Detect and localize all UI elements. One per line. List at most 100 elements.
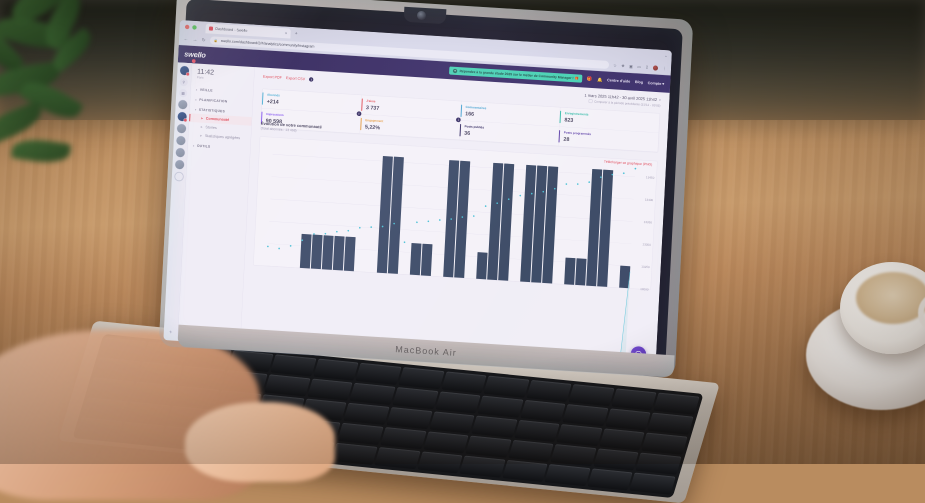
- keyboard-key[interactable]: [270, 354, 317, 377]
- keyboard-key[interactable]: [428, 411, 475, 434]
- date-range-picker[interactable]: 1 mars 2025 11h42 - 30 avril 2025 11h42 …: [584, 93, 661, 107]
- chart-data-point[interactable]: [381, 225, 384, 228]
- keyboard-key[interactable]: [647, 412, 694, 435]
- checkbox-icon[interactable]: [588, 99, 593, 104]
- chart-data-point[interactable]: [347, 229, 350, 232]
- keyboard-key[interactable]: [629, 472, 676, 495]
- keyboard-key[interactable]: [593, 448, 640, 471]
- keyboard-key[interactable]: [392, 387, 439, 410]
- grid-icon[interactable]: ▦: [179, 88, 188, 98]
- keyboard-key[interactable]: [641, 432, 688, 455]
- chart-data-point[interactable]: [611, 173, 614, 176]
- download-icon[interactable]: ↧: [645, 64, 649, 70]
- keyboard-key[interactable]: [556, 424, 603, 447]
- keyboard-key[interactable]: [416, 451, 463, 474]
- chart-data-point[interactable]: [461, 216, 464, 218]
- keyboard-key[interactable]: [526, 379, 572, 402]
- keyboard-key[interactable]: [471, 415, 518, 438]
- avatar[interactable]: [176, 135, 186, 146]
- keyboard-key[interactable]: [520, 399, 566, 422]
- avatar[interactable]: [176, 123, 187, 134]
- keyboard-key[interactable]: [483, 375, 530, 398]
- community-evolution-chart[interactable]: Évolution de votre communauté (Total abon…: [240, 121, 654, 371]
- profile-avatar-icon[interactable]: [652, 65, 659, 71]
- close-tab-icon[interactable]: ×: [284, 30, 288, 36]
- keyboard-key[interactable]: [502, 459, 548, 482]
- keyboard-key[interactable]: [337, 422, 384, 445]
- new-tab-button[interactable]: +: [294, 30, 298, 37]
- close-window-button[interactable]: [184, 24, 190, 30]
- avatar[interactable]: [175, 147, 185, 158]
- chart-data-point[interactable]: [393, 222, 395, 225]
- keyboard-key[interactable]: [422, 431, 469, 454]
- bell-icon[interactable]: 🔔: [596, 76, 603, 83]
- keyboard-key[interactable]: [587, 468, 634, 491]
- add-account-button[interactable]: +: [169, 329, 173, 336]
- chart-data-point[interactable]: [576, 183, 579, 185]
- keyboard-key[interactable]: [440, 371, 487, 394]
- keyboard-key[interactable]: [343, 402, 390, 425]
- chart-data-point[interactable]: [427, 220, 430, 223]
- info-icon[interactable]: i: [308, 77, 314, 82]
- browser-menu-icon[interactable]: ⋮: [662, 65, 667, 71]
- chart-data-point[interactable]: [335, 230, 338, 233]
- chart-data-point[interactable]: [450, 218, 452, 220]
- chart-data-point[interactable]: [599, 176, 602, 179]
- avatar[interactable]: [174, 171, 184, 182]
- export-csv-button[interactable]: Export CSV: [285, 75, 306, 82]
- search-icon[interactable]: ⚲: [179, 77, 189, 87]
- keyboard-key[interactable]: [374, 447, 421, 470]
- chart-data-point[interactable]: [542, 190, 545, 193]
- tab-list-icon[interactable]: ⌄: [664, 53, 668, 58]
- split-view-icon[interactable]: ▭: [637, 64, 642, 70]
- avatar[interactable]: [177, 111, 188, 123]
- keyboard-key[interactable]: [459, 455, 506, 478]
- keyboard-key[interactable]: [568, 384, 615, 407]
- chart-data-point[interactable]: [588, 181, 591, 183]
- chart-data-point[interactable]: [324, 232, 327, 235]
- window-controls[interactable]: [184, 24, 197, 30]
- chart-data-point[interactable]: [438, 219, 441, 222]
- keyboard-key[interactable]: [550, 444, 597, 467]
- chart-data-point[interactable]: [519, 194, 522, 197]
- chart-data-point[interactable]: [484, 205, 487, 207]
- keyboard-key[interactable]: [386, 407, 433, 430]
- keyboard-key[interactable]: [331, 442, 378, 465]
- chart-data-point[interactable]: [507, 198, 510, 201]
- chart-data-point[interactable]: [370, 226, 372, 228]
- keyboard-key[interactable]: [544, 464, 591, 487]
- gift-icon[interactable]: 🎁: [586, 76, 593, 82]
- keyboard-key[interactable]: [465, 435, 512, 458]
- keyboard-key[interactable]: [653, 392, 700, 415]
- keyboard-key[interactable]: [599, 428, 646, 451]
- keyboard-key[interactable]: [398, 367, 445, 390]
- keyboard-key[interactable]: [380, 427, 427, 450]
- chart-data-point[interactable]: [473, 215, 475, 217]
- swello-logo[interactable]: swello: [184, 49, 206, 60]
- keyboard-key[interactable]: [307, 378, 354, 401]
- nav-link-blog[interactable]: Blog: [634, 79, 644, 85]
- keyboard-key[interactable]: [349, 382, 396, 405]
- chart-data-point[interactable]: [622, 172, 625, 175]
- forward-icon[interactable]: →: [192, 36, 198, 43]
- chart-data-point[interactable]: [313, 232, 315, 235]
- star-icon[interactable]: ☆: [613, 62, 617, 68]
- chart-data-point[interactable]: [358, 226, 361, 229]
- keyboard-key[interactable]: [477, 395, 524, 418]
- keyboard-key[interactable]: [514, 419, 560, 442]
- avatar[interactable]: [179, 65, 190, 77]
- chart-data-point[interactable]: [403, 241, 406, 243]
- reload-icon[interactable]: ↻: [201, 36, 206, 43]
- chart-data-point[interactable]: [530, 192, 533, 195]
- chart-data-point[interactable]: [301, 239, 304, 242]
- keyboard-key[interactable]: [434, 391, 481, 414]
- avatar[interactable]: [174, 159, 185, 170]
- chart-data-point[interactable]: [553, 187, 556, 190]
- extensions-icon[interactable]: ❖: [621, 63, 625, 69]
- keyboard-key[interactable]: [508, 439, 554, 462]
- nav-link-account[interactable]: Compte ▾: [647, 80, 665, 86]
- chart-data-point[interactable]: [496, 202, 499, 205]
- chart-data-point[interactable]: [266, 245, 269, 248]
- chart-data-point[interactable]: [634, 167, 637, 170]
- chart-data-point[interactable]: [565, 183, 568, 186]
